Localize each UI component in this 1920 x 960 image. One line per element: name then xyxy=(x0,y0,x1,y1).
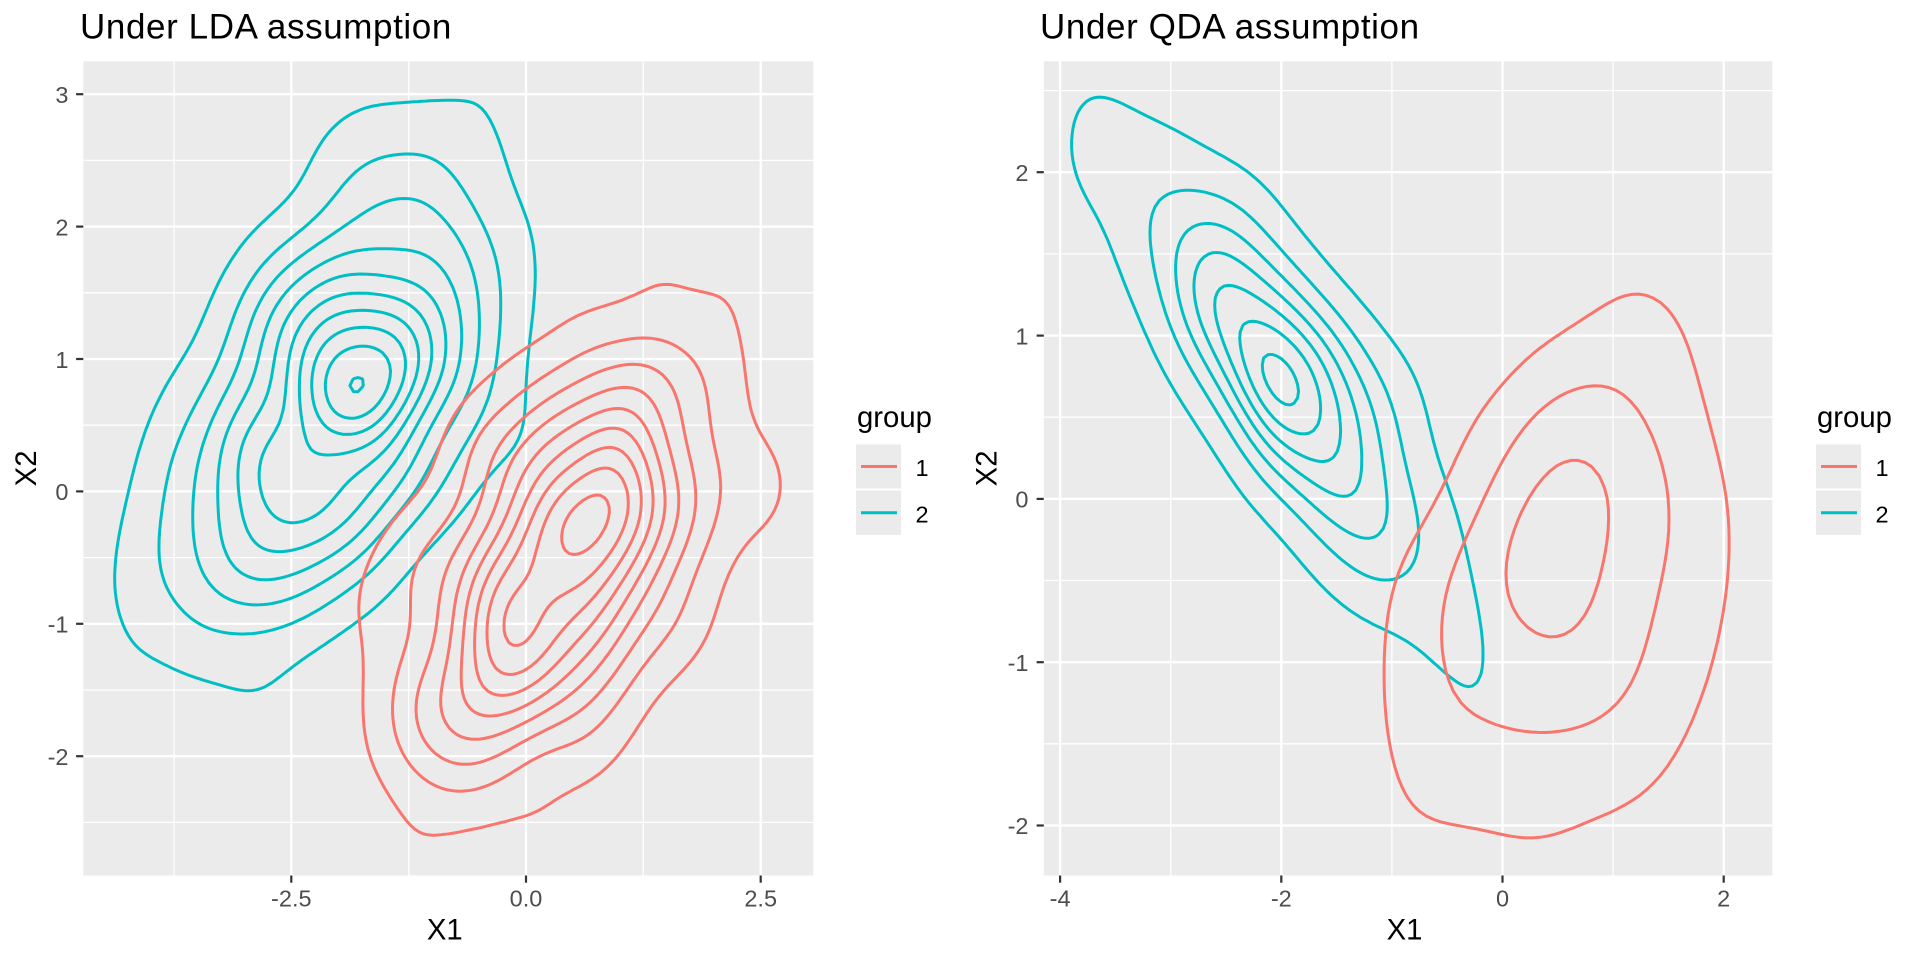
svg-text:-2: -2 xyxy=(1008,813,1029,839)
svg-text:X2: X2 xyxy=(10,450,43,486)
svg-text:-4: -4 xyxy=(1050,886,1071,912)
svg-text:-1: -1 xyxy=(48,612,69,638)
svg-text:1: 1 xyxy=(916,455,929,481)
svg-text:2: 2 xyxy=(1015,160,1028,186)
svg-text:-2: -2 xyxy=(48,744,69,770)
svg-text:0: 0 xyxy=(55,479,68,505)
svg-text:2: 2 xyxy=(1717,886,1730,912)
svg-text:group: group xyxy=(857,401,932,434)
svg-text:0: 0 xyxy=(1496,886,1509,912)
svg-text:Under LDA assumption: Under LDA assumption xyxy=(80,8,452,47)
svg-text:X2: X2 xyxy=(971,450,1004,486)
svg-text:1: 1 xyxy=(1876,455,1889,481)
svg-text:X1: X1 xyxy=(1387,914,1423,947)
svg-text:3: 3 xyxy=(55,82,68,108)
svg-text:2: 2 xyxy=(916,501,929,527)
svg-text:Under QDA assumption: Under QDA assumption xyxy=(1040,8,1420,47)
svg-text:1: 1 xyxy=(55,347,68,373)
svg-text:0.0: 0.0 xyxy=(510,886,543,912)
svg-text:-1: -1 xyxy=(1008,650,1029,676)
svg-text:1: 1 xyxy=(1015,323,1028,349)
svg-text:2.5: 2.5 xyxy=(744,886,777,912)
svg-text:2: 2 xyxy=(1876,501,1889,527)
svg-text:2: 2 xyxy=(55,214,68,240)
svg-text:X1: X1 xyxy=(427,914,463,947)
svg-text:group: group xyxy=(1817,401,1892,434)
svg-text:0: 0 xyxy=(1015,487,1028,513)
svg-text:-2.5: -2.5 xyxy=(271,886,312,912)
svg-text:-2: -2 xyxy=(1271,886,1292,912)
